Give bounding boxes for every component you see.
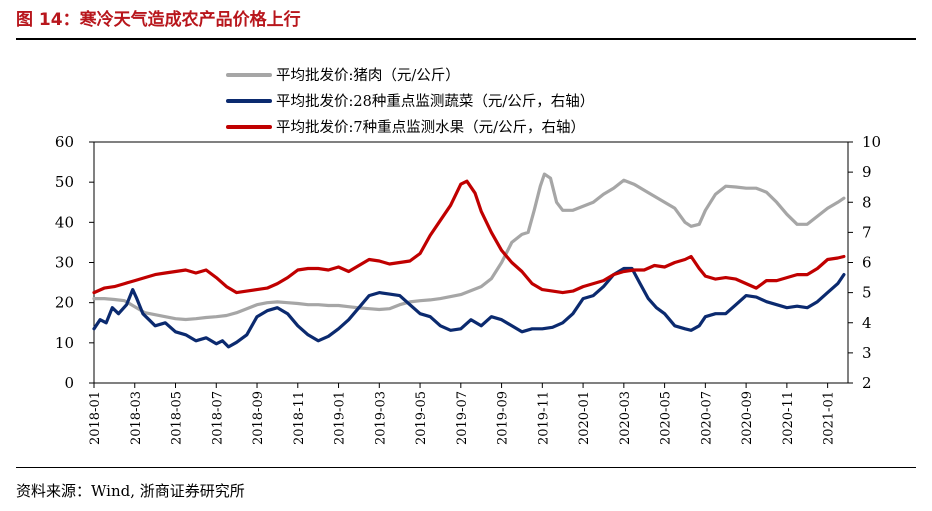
y-left-tick-label: 40 <box>55 213 74 231</box>
figure-title: 图 14：寒冷天气造成农产品价格上行 <box>16 10 301 30</box>
y-left-tick-label: 30 <box>55 254 74 272</box>
y-right-tick-label: 8 <box>862 193 872 211</box>
y-left-tick-label: 0 <box>64 374 74 392</box>
chart-legend: 平均批发价:猪肉（元/公斤） 平均批发价:28种重点监测蔬菜（元/公斤，右轴） 平均… <box>226 67 594 136</box>
x-tick-label: 2019-09 <box>496 391 511 445</box>
y-right-tick-label: 4 <box>862 314 872 332</box>
x-tick-label: 2020-11 <box>781 391 796 445</box>
source-note: 资料来源：Wind, 浙商证券研究所 <box>16 482 245 500</box>
x-tick-label: 2019-05 <box>414 391 429 445</box>
x-tick-label: 2018-07 <box>210 391 225 445</box>
series-line-3 <box>92 179 846 295</box>
line-chart: 平均批发价:猪肉（元/公斤） 平均批发价:28种重点监测蔬菜（元/公斤，右轴） 平均… <box>55 67 881 445</box>
x-tick-label: 2020-05 <box>659 391 674 445</box>
x-tick-label: 2018-03 <box>129 391 144 445</box>
y-right-tick-label: 10 <box>862 133 881 151</box>
y-left-tick-label: 10 <box>55 334 74 352</box>
plot-frame <box>93 141 849 384</box>
x-tick-label: 2020-03 <box>618 391 633 445</box>
x-tick-label: 2019-07 <box>455 391 470 445</box>
series-line-2 <box>92 266 846 349</box>
chart-series <box>92 172 846 349</box>
title-divider <box>16 38 916 40</box>
y-right-tick-label: 7 <box>862 223 872 241</box>
x-tick-label: 2020-07 <box>699 391 714 445</box>
y-right-tick-label: 6 <box>862 254 872 272</box>
series-line-1 <box>92 172 846 322</box>
legend-label-3: 平均批发价:7种重点监测水果（元/公斤，右轴） <box>276 119 585 136</box>
y-right-tick-label: 5 <box>862 284 872 302</box>
x-tick-label: 2021-01 <box>822 391 837 445</box>
x-tick-label: 2019-03 <box>373 391 388 445</box>
legend-label-2: 平均批发价:28种重点监测蔬菜（元/公斤，右轴） <box>276 93 594 110</box>
x-tick-label: 2018-05 <box>170 391 185 445</box>
y-right-tick-label: 9 <box>862 163 872 181</box>
x-tick-label: 2020-09 <box>740 391 755 445</box>
y-left-tick-label: 20 <box>55 294 74 312</box>
y-left-tick-label: 50 <box>55 173 74 191</box>
x-tick-label: 2018-09 <box>251 391 266 445</box>
x-tick-label: 2018-01 <box>88 391 103 445</box>
y-right-tick-label: 2 <box>862 374 872 392</box>
x-tick-label: 2019-11 <box>536 391 551 445</box>
legend-label-1: 平均批发价:猪肉（元/公斤） <box>276 67 460 84</box>
footer-divider <box>16 467 916 468</box>
y-right-tick-label: 3 <box>862 344 872 362</box>
y-left-tick-label: 60 <box>55 133 74 151</box>
x-tick-label: 2018-11 <box>292 391 307 445</box>
x-tick-label: 2020-01 <box>577 391 592 445</box>
chart-axes: 0 10 20 30 40 50 60 2 3 4 5 6 7 8 9 10 2018-01 2018-03 201… <box>55 133 881 445</box>
x-tick-label: 2019-01 <box>333 391 348 445</box>
